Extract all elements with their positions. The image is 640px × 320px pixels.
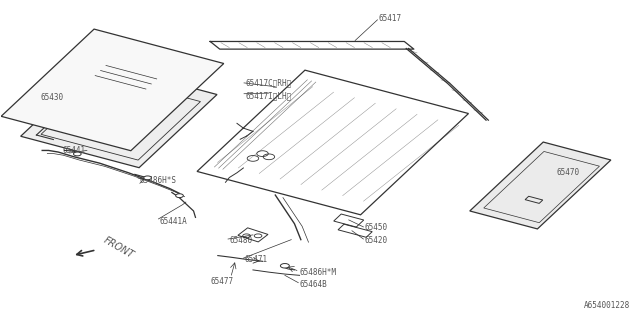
Circle shape xyxy=(74,152,81,156)
Text: FRONT: FRONT xyxy=(102,235,136,260)
Text: 65450: 65450 xyxy=(365,223,388,232)
Text: 65441: 65441 xyxy=(63,146,86,155)
Text: 65470: 65470 xyxy=(556,168,579,177)
Polygon shape xyxy=(1,29,224,151)
Circle shape xyxy=(175,194,183,197)
Text: 65417: 65417 xyxy=(379,14,402,23)
Text: 65417C〈RH〉: 65417C〈RH〉 xyxy=(245,78,292,87)
Circle shape xyxy=(144,176,152,180)
Text: 65477: 65477 xyxy=(210,277,234,286)
Text: 65464B: 65464B xyxy=(300,280,327,289)
Circle shape xyxy=(280,264,289,268)
Polygon shape xyxy=(20,63,217,168)
Text: 65480: 65480 xyxy=(229,236,252,245)
Text: 65441A: 65441A xyxy=(159,217,187,226)
Text: 65420: 65420 xyxy=(365,236,388,245)
Polygon shape xyxy=(470,142,611,229)
Text: 65417I〈LH〉: 65417I〈LH〉 xyxy=(245,91,292,100)
Text: 65430: 65430 xyxy=(40,93,63,102)
Text: 65471: 65471 xyxy=(244,255,268,264)
Text: 65486H*S: 65486H*S xyxy=(140,176,177,185)
Text: A654001228: A654001228 xyxy=(584,301,630,310)
Text: 65486H*M: 65486H*M xyxy=(300,268,337,277)
